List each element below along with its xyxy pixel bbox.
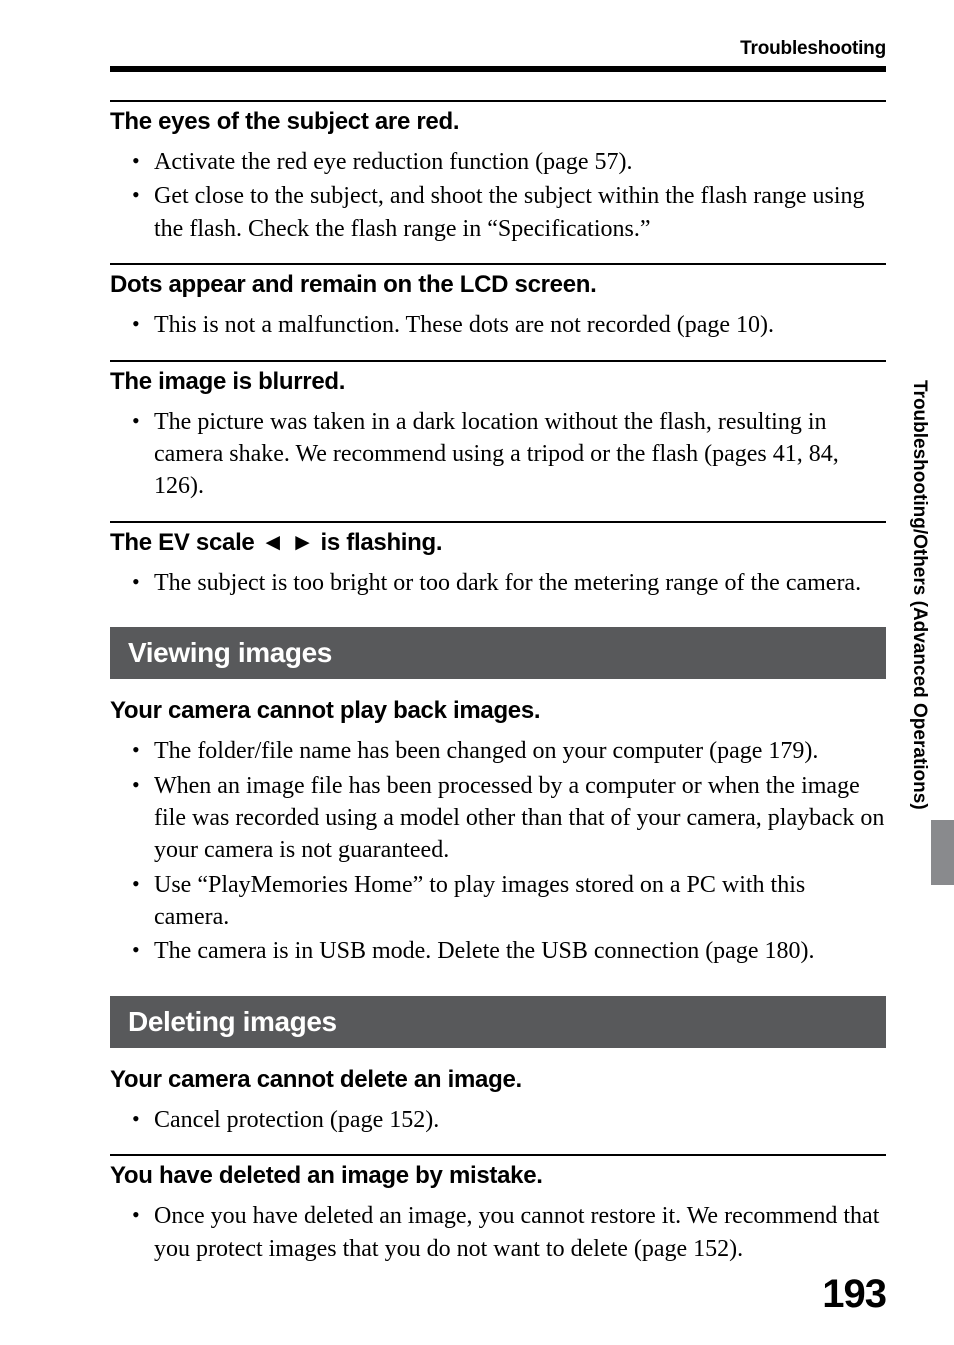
ev-arrows-icon: ◄ ► — [261, 529, 314, 556]
list-item: The folder/file name has been changed on… — [154, 735, 886, 767]
running-head: Troubleshooting — [110, 38, 886, 60]
side-section-label: Troubleshooting/Others (Advanced Operati… — [908, 380, 930, 810]
list-item: Use “PlayMemories Home” to play images s… — [154, 869, 886, 934]
page: Troubleshooting The eyes of the subject … — [0, 0, 954, 1345]
list-item: The camera is in USB mode. Delete the US… — [154, 935, 886, 967]
problem-group: The EV scale ◄ ► is flashing. The subject… — [110, 521, 886, 599]
bullet-list: The subject is too bright or too dark fo… — [110, 567, 886, 599]
problem-group: Your camera cannot play back images. The … — [110, 697, 886, 968]
list-item: Cancel protection (page 152). — [154, 1104, 886, 1136]
bullet-list: Activate the red eye reduction function … — [110, 146, 886, 245]
list-item: When an image file has been processed by… — [154, 770, 886, 867]
problem-group: The image is blurred. The picture was tak… — [110, 360, 886, 503]
bullet-list: Once you have deleted an image, you cann… — [110, 1200, 886, 1265]
problem-title: Dots appear and remain on the LCD screen… — [110, 271, 886, 299]
header-rule — [110, 66, 886, 72]
bullet-list: This is not a malfunction. These dots ar… — [110, 309, 886, 341]
bullet-list: Cancel protection (page 152). — [110, 1104, 886, 1136]
title-prefix: The EV scale — [110, 529, 261, 556]
bullet-list: The folder/file name has been changed on… — [110, 735, 886, 968]
problem-title: Your camera cannot play back images. — [110, 697, 886, 725]
title-suffix: is flashing. — [314, 529, 442, 556]
bullet-list: The picture was taken in a dark location… — [110, 406, 886, 503]
problem-title: The eyes of the subject are red. — [110, 108, 886, 136]
list-item: The picture was taken in a dark location… — [154, 406, 886, 503]
list-item: The subject is too bright or too dark fo… — [154, 567, 886, 599]
section-heading: Deleting images — [110, 996, 886, 1048]
problem-group: Your camera cannot delete an image. Cance… — [110, 1066, 886, 1136]
problem-group: The eyes of the subject are red. Activate… — [110, 100, 886, 245]
problem-group: You have deleted an image by mistake. Onc… — [110, 1154, 886, 1265]
thumb-tab — [931, 820, 954, 885]
list-item: This is not a malfunction. These dots ar… — [154, 309, 886, 341]
section-heading: Viewing images — [110, 627, 886, 679]
page-content: The eyes of the subject are red. Activate… — [110, 100, 886, 1265]
list-item: Get close to the subject, and shoot the … — [154, 180, 886, 245]
problem-title: The image is blurred. — [110, 368, 886, 396]
problem-title: You have deleted an image by mistake. — [110, 1162, 886, 1190]
page-number: 193 — [822, 1272, 886, 1317]
list-item: Activate the red eye reduction function … — [154, 146, 886, 178]
problem-title: The EV scale ◄ ► is flashing. — [110, 529, 886, 557]
problem-title: Your camera cannot delete an image. — [110, 1066, 886, 1094]
problem-group: Dots appear and remain on the LCD screen… — [110, 263, 886, 341]
list-item: Once you have deleted an image, you cann… — [154, 1200, 886, 1265]
